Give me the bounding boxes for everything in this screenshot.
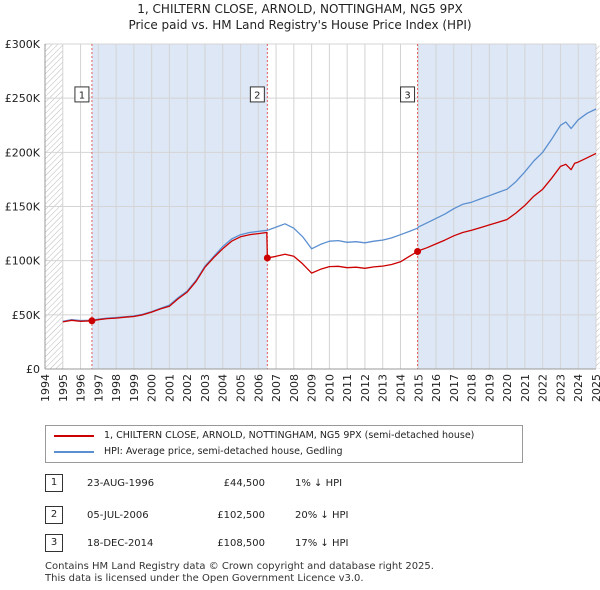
transaction-hpi-diff: 20% ↓ HPI	[295, 510, 349, 521]
transaction-date: 05-JUL-2006	[87, 510, 149, 521]
x-tick-label: 2024	[572, 374, 585, 402]
property-series-line	[62, 152, 597, 323]
x-tick-label: 2002	[181, 374, 194, 402]
sale-point	[88, 317, 96, 325]
legend-label-property: 1, CHILTERN CLOSE, ARNOLD, NOTTINGHAM, N…	[104, 430, 475, 441]
x-tick-label: 2022	[537, 374, 550, 402]
transaction-date: 23-AUG-1996	[87, 478, 155, 489]
footer-copyright: Contains HM Land Registry data © Crown c…	[45, 561, 434, 572]
chart-subtitle: Price paid vs. HM Land Registry's House …	[128, 18, 472, 32]
sale-label-box	[74, 86, 90, 103]
legend-item-hpi: HPI: Average price, semi-detached house,…	[54, 444, 343, 460]
x-tick-label: 2021	[519, 374, 532, 402]
transaction-date: 18-DEC-2014	[87, 538, 154, 549]
x-tick-label: 2012	[359, 374, 372, 402]
footer-licence: This data is licensed under the Open Gov…	[45, 573, 364, 584]
sale-point	[263, 254, 271, 262]
x-tick-label: 2017	[448, 374, 461, 402]
x-tick-label: 2001	[163, 374, 176, 402]
x-tick-label: 2004	[217, 374, 230, 402]
x-tick-label: 2005	[235, 374, 248, 402]
x-tick-label: 1996	[75, 374, 88, 402]
transaction-number: 1	[45, 474, 63, 492]
price-chart: 1 2 3 £0 £50K £100K £150K £200K £250K £300K 1994 19…	[5, 38, 600, 402]
x-tick-label: 2009	[306, 374, 319, 402]
chart-legend: 1, CHILTERN CLOSE, ARNOLD, NOTTINGHAM, N…	[45, 425, 523, 463]
sale-label-box	[400, 86, 416, 103]
transaction-hpi-diff: 1% ↓ HPI	[295, 478, 343, 489]
legend-label-hpi: HPI: Average price, semi-detached house,…	[104, 446, 343, 457]
legend-item-property: 1, CHILTERN CLOSE, ARNOLD, NOTTINGHAM, N…	[54, 428, 474, 444]
y-tick-label: £100K	[5, 255, 41, 268]
x-tick-label: 2016	[430, 374, 443, 402]
y-tick-label: £250K	[5, 92, 41, 105]
x-tick-label: 2006	[252, 374, 265, 402]
sale-label-box	[249, 86, 265, 103]
x-tick-label: 2025	[590, 374, 600, 402]
x-tick-label: 2019	[483, 374, 496, 402]
x-tick-label: 1995	[57, 374, 70, 402]
x-tick-label: 1997	[92, 374, 105, 402]
transaction-number: 3	[45, 534, 63, 552]
x-tick-label: 1994	[39, 374, 52, 402]
sale-label: 1	[79, 90, 85, 101]
chart-title-address: 1, CHILTERN CLOSE, ARNOLD, NOTTINGHAM, N…	[137, 2, 463, 16]
x-tick-label: 2023	[554, 374, 567, 402]
transaction-number: 2	[45, 506, 63, 524]
x-tick-label: 2007	[270, 374, 283, 402]
x-tick-label: 2020	[501, 374, 514, 402]
y-tick-label: £150K	[5, 201, 41, 214]
y-tick-label: £300K	[5, 38, 41, 51]
no-data-hatch	[596, 44, 600, 369]
x-tick-label: 2010	[323, 374, 336, 402]
table-row: 2 05-JUL-2006 £102,500 20% ↓ HPI	[45, 506, 565, 526]
x-tick-label: 1998	[110, 374, 123, 402]
x-tick-label: 2003	[199, 374, 212, 402]
x-tick-label: 2000	[146, 374, 159, 402]
x-tick-label: 2013	[377, 374, 390, 402]
transaction-price: £102,500	[217, 510, 265, 521]
y-tick-label: £200K	[5, 146, 41, 159]
y-tick-label: £0	[26, 363, 40, 376]
legend-swatch-blue	[54, 450, 94, 453]
table-row: 3 18-DEC-2014 £108,500 17% ↓ HPI	[45, 534, 565, 554]
transaction-hpi-diff: 17% ↓ HPI	[295, 538, 349, 549]
transaction-price: £44,500	[223, 478, 265, 489]
x-tick-label: 2014	[394, 374, 407, 402]
sale-label: 2	[254, 90, 260, 101]
x-tick-label: 2011	[341, 374, 354, 402]
x-tick-label: 2015	[412, 374, 425, 402]
x-tick-label: 2018	[466, 374, 479, 402]
legend-swatch-red	[54, 434, 94, 437]
y-tick-label: £50K	[12, 309, 41, 322]
transaction-price: £108,500	[217, 538, 265, 549]
table-row: 1 23-AUG-1996 £44,500 1% ↓ HPI	[45, 474, 565, 494]
sale-point	[414, 247, 422, 255]
sale-label: 3	[404, 90, 410, 101]
x-tick-label: 2008	[288, 374, 301, 402]
x-tick-label: 1999	[128, 374, 141, 402]
